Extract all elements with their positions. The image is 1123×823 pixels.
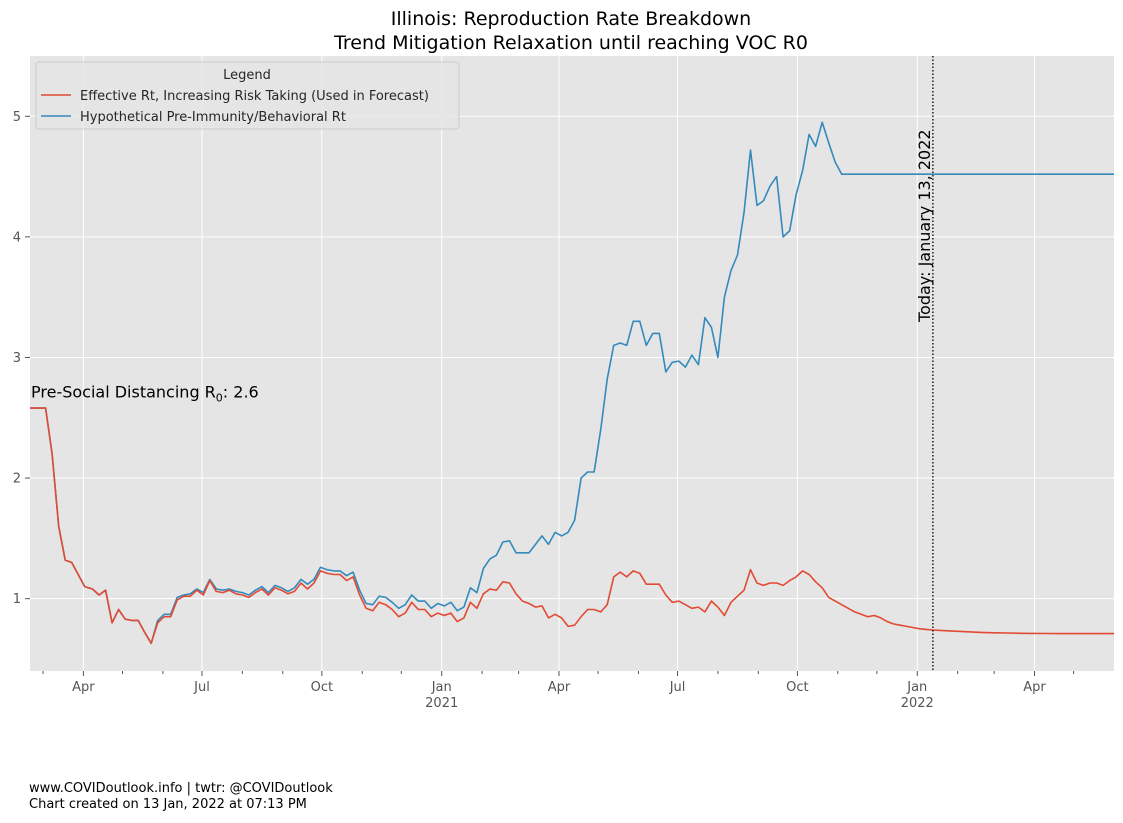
footer-line-2: Chart created on 13 Jan, 2022 at 07:13 P… bbox=[29, 797, 307, 812]
series-line-hypothetical-rt bbox=[30, 121, 1114, 645]
y-axis: 1 2 3 4 5 bbox=[13, 110, 30, 607]
series-line-effective-rt bbox=[30, 407, 1114, 645]
x-tick-label: Jul bbox=[669, 680, 686, 695]
footer: www.COVIDoutlook.info | twtr: @COVIDoutl… bbox=[29, 781, 333, 813]
legend-label-effective-rt: Effective Rt, Increasing Risk Taking (Us… bbox=[80, 89, 429, 104]
legend: Legend Effective Rt, Increasing Risk Tak… bbox=[35, 61, 460, 130]
y-tick-label: 4 bbox=[13, 230, 21, 245]
y-tick-label: 3 bbox=[13, 351, 21, 366]
footer-line-1: www.COVIDoutlook.info | twtr: @COVIDoutl… bbox=[29, 781, 333, 796]
x-tick-sublabel: 2021 bbox=[425, 696, 458, 711]
x-tick-label: Apr bbox=[1023, 680, 1046, 695]
r0-annotation-label: Pre-Social Distancing R bbox=[31, 383, 216, 402]
x-tick-sublabel: 2022 bbox=[901, 696, 934, 711]
r0-annotation: Pre-Social Distancing R0: 2.6 bbox=[31, 383, 259, 405]
x-tick-label: Jan bbox=[431, 680, 452, 695]
today-label: Today: January 13, 2022 bbox=[915, 129, 934, 323]
y-tick-label: 5 bbox=[13, 110, 21, 125]
r0-annotation-subscript: 0 bbox=[216, 392, 223, 405]
plot-area bbox=[30, 56, 1114, 671]
series-group bbox=[30, 121, 1114, 645]
x-tick-label: Apr bbox=[548, 680, 571, 695]
x-tick-label: Apr bbox=[72, 680, 95, 695]
today-marker: Today: January 13, 2022 bbox=[915, 56, 934, 671]
y-tick-label: 1 bbox=[13, 592, 21, 607]
legend-box bbox=[35, 61, 460, 130]
x-tick-label: Oct bbox=[311, 680, 333, 695]
x-tick-label: Jul bbox=[193, 680, 210, 695]
x-tick-label: Oct bbox=[786, 680, 808, 695]
legend-title: Legend bbox=[223, 68, 271, 83]
chart-title: Illinois: Reproduction Rate Breakdown bbox=[391, 8, 751, 30]
r0-annotation-value: : 2.6 bbox=[223, 383, 259, 402]
x-tick-label: Jan bbox=[906, 680, 927, 695]
chart-subtitle: Trend Mitigation Relaxation until reachi… bbox=[333, 32, 808, 54]
y-tick-label: 2 bbox=[13, 472, 21, 487]
legend-label-hypothetical-rt: Hypothetical Pre-Immunity/Behavioral Rt bbox=[80, 110, 346, 125]
